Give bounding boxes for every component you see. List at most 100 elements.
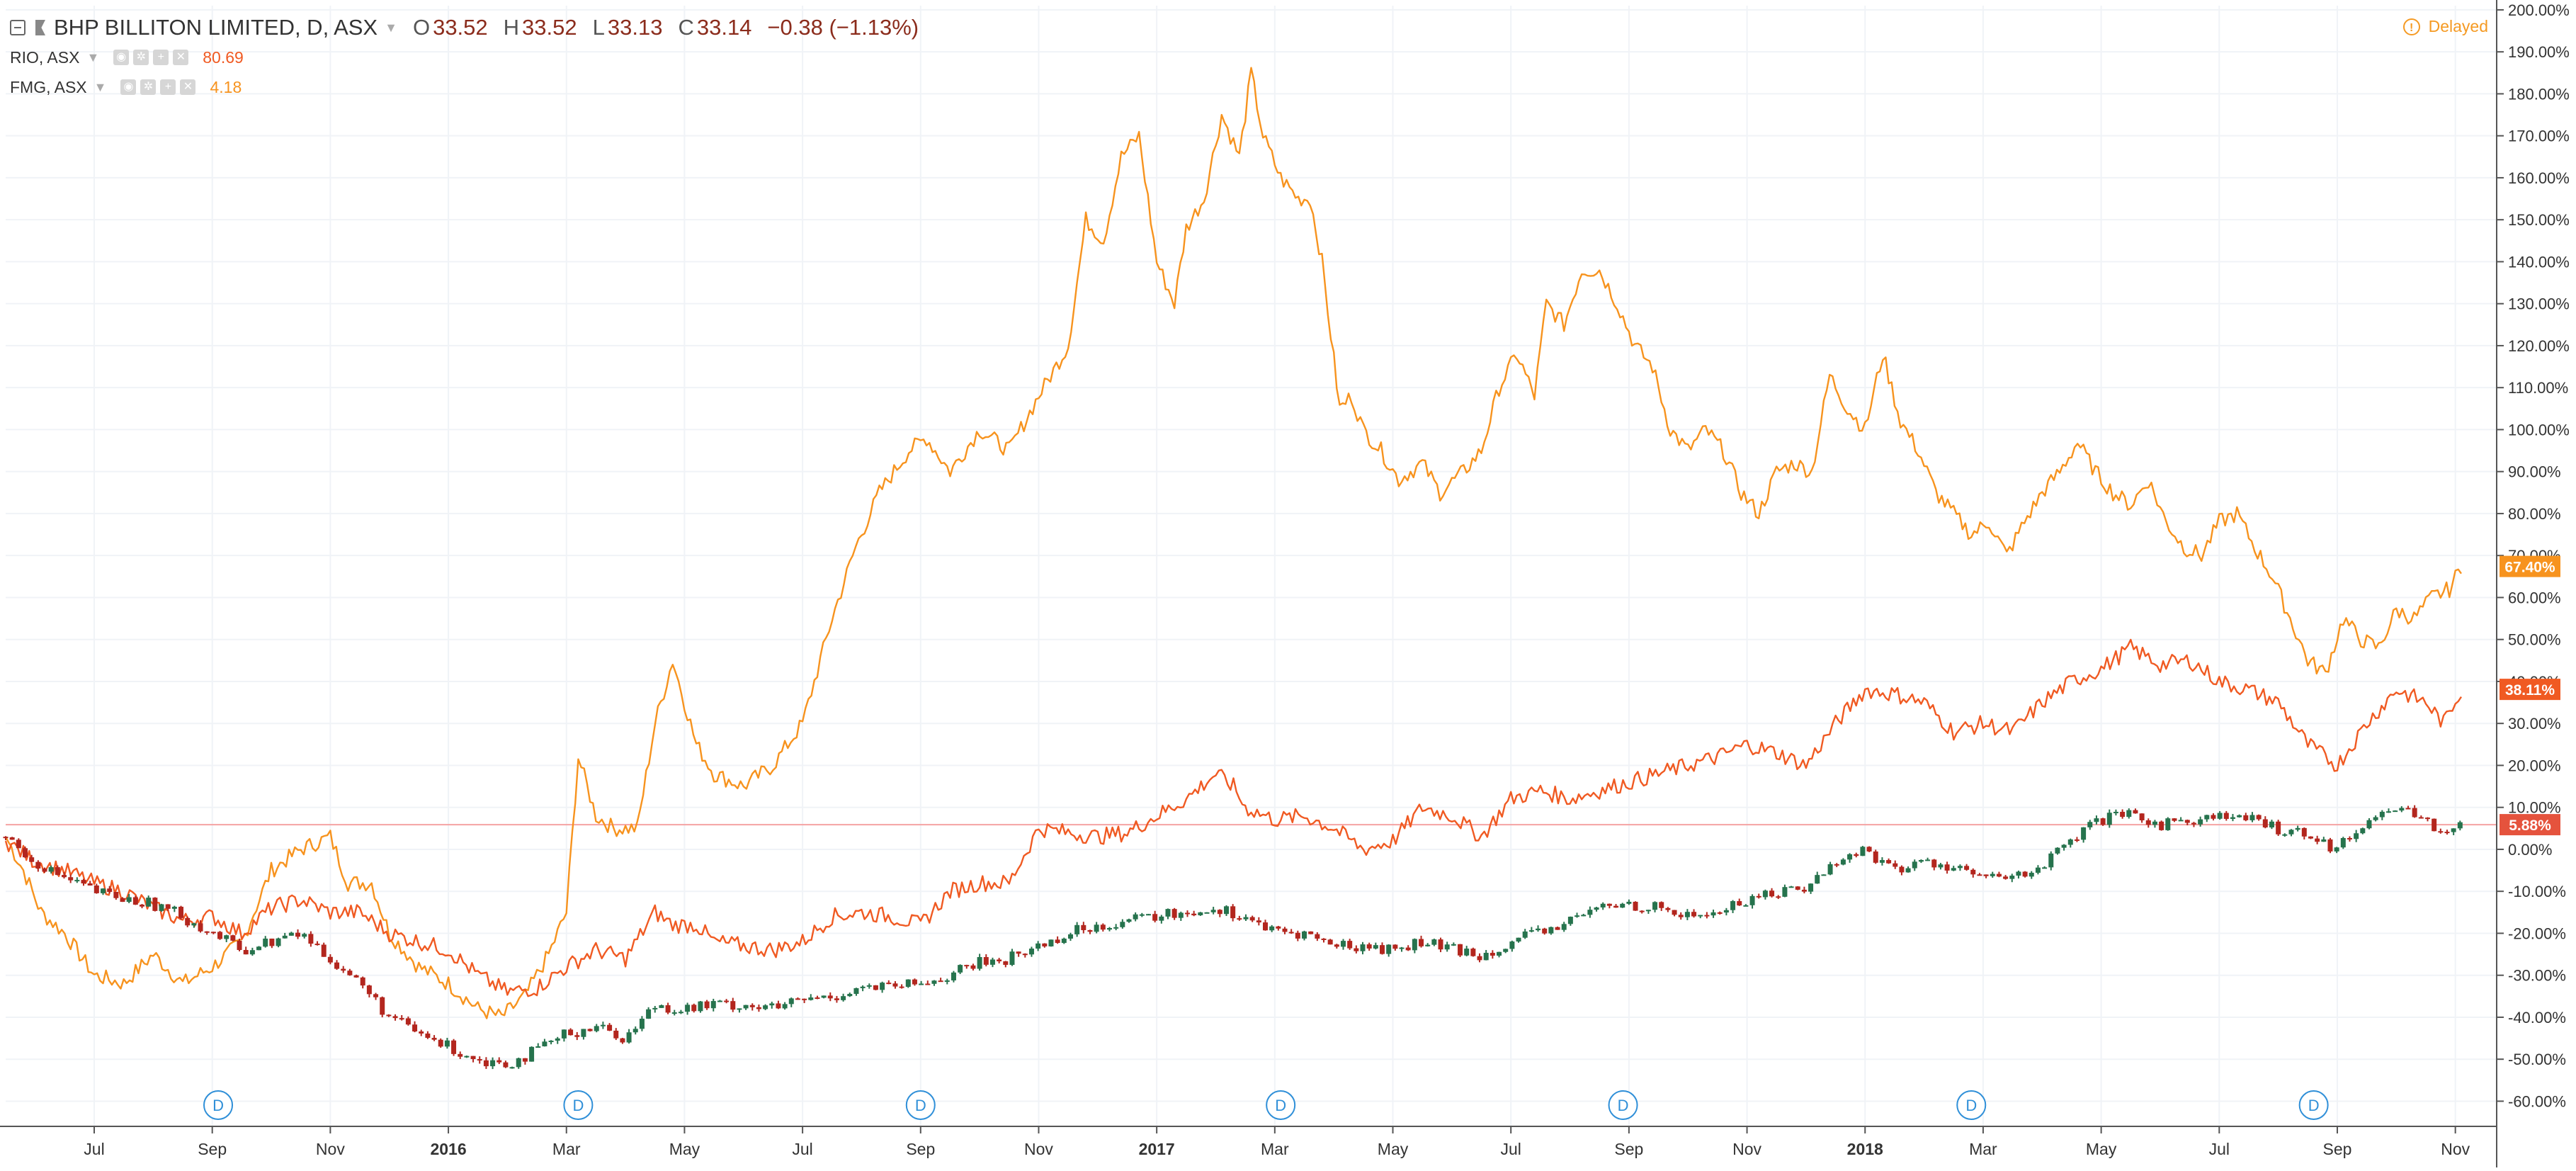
flag-icon[interactable] <box>35 20 45 35</box>
candle-body <box>568 1029 574 1036</box>
candle-body <box>2048 853 2054 868</box>
candle-body <box>1321 938 1327 940</box>
candle-body <box>815 997 820 1000</box>
chevron-down-icon[interactable]: ▼ <box>385 20 397 35</box>
close-icon[interactable]: ✕ <box>180 79 196 95</box>
candle-body <box>1964 866 1970 870</box>
x-tick-label: Sep <box>2323 1140 2352 1158</box>
candle-body <box>1327 939 1333 945</box>
dividend-marker[interactable]: D <box>563 1090 594 1120</box>
dividend-marker[interactable]: D <box>1956 1090 1987 1120</box>
candle-body <box>529 1046 535 1062</box>
candle-body <box>178 906 184 918</box>
candle-body <box>964 965 970 967</box>
x-tick-label: Nov <box>1024 1140 1053 1158</box>
candle-body <box>737 1008 742 1010</box>
candle-body <box>314 944 320 946</box>
chevron-down-icon[interactable]: ▼ <box>93 79 107 94</box>
y-tick-label: 30.00% <box>2508 715 2561 732</box>
x-tick-label: Nov <box>316 1140 345 1158</box>
candle-body <box>1120 922 1125 927</box>
candle-body <box>1470 949 1476 956</box>
candle-body <box>1217 910 1222 915</box>
candle-body <box>1827 864 1833 875</box>
dividend-marker-circle[interactable] <box>563 1090 594 1120</box>
dividend-marker-circle[interactable] <box>1956 1090 1987 1120</box>
add-icon[interactable]: + <box>153 50 169 65</box>
candle-body <box>1184 912 1190 915</box>
dividend-marker-circle[interactable] <box>905 1090 936 1120</box>
dividend-marker[interactable]: D <box>1608 1090 1638 1120</box>
x-tick-label: Sep <box>198 1140 227 1158</box>
delayed-status[interactable]: ! Delayed <box>2402 17 2488 36</box>
dividend-marker-circle[interactable] <box>203 1090 234 1120</box>
candle-body <box>1366 944 1372 949</box>
candle-body <box>1678 915 1684 917</box>
dividend-marker[interactable]: D <box>2298 1090 2329 1120</box>
settings-icon[interactable]: ✲ <box>140 79 157 95</box>
candle-body <box>1860 847 1866 856</box>
x-tick-label: Sep <box>906 1140 935 1158</box>
candle-body <box>1178 912 1184 918</box>
candle-body <box>1464 949 1470 956</box>
candle-body <box>717 1000 722 1002</box>
time-axis: Jul Sep Nov 2016 Mar May Jul Sep Nov 2017 Mar May Ju… <box>0 1126 2497 1158</box>
dividend-marker-label: D <box>915 1097 926 1114</box>
candle-body <box>2399 808 2405 811</box>
candle-body <box>107 888 113 893</box>
x-tick-label: May <box>669 1140 700 1158</box>
candle-body <box>847 993 853 997</box>
add-icon[interactable]: + <box>160 79 176 95</box>
candle-body <box>763 1005 768 1009</box>
collapse-legend-icon[interactable] <box>10 20 25 35</box>
candle-body <box>1295 932 1300 939</box>
eye-icon[interactable]: ◉ <box>120 79 137 95</box>
series-label[interactable]: RIO, ASX <box>10 47 80 67</box>
candle-body <box>912 979 917 985</box>
candle-body <box>522 1058 528 1062</box>
delayed-label: Delayed <box>2428 17 2488 35</box>
candle-body <box>1756 895 1761 898</box>
candle-body <box>1016 951 1021 954</box>
candle-body <box>2385 811 2391 813</box>
y-tick-label: 180.00% <box>2508 85 2570 103</box>
chevron-down-icon[interactable]: ▼ <box>86 50 100 64</box>
candle-body <box>1893 863 1898 867</box>
candle-body <box>1704 915 1710 917</box>
candle-body <box>1035 943 1041 949</box>
dividend-marker[interactable]: D <box>905 1090 936 1120</box>
dividend-marker-circle[interactable] <box>2298 1090 2329 1120</box>
candle-body <box>769 1003 775 1006</box>
close-icon[interactable]: ✕ <box>173 50 189 65</box>
eye-icon[interactable]: ◉ <box>113 50 130 65</box>
dividend-marker-circle[interactable] <box>1608 1090 1638 1120</box>
candle-body <box>321 944 327 957</box>
dividend-marker-circle[interactable] <box>1266 1090 1296 1120</box>
series-label[interactable]: FMG, ASX <box>10 77 87 96</box>
candle-body <box>140 905 145 907</box>
candle-body <box>542 1041 547 1047</box>
candle-body <box>9 837 15 840</box>
candle-body <box>230 935 236 941</box>
series-line <box>4 67 2462 1019</box>
x-tick-label: Jul <box>792 1140 812 1158</box>
candle-body <box>204 931 210 933</box>
dividend-marker[interactable]: D <box>203 1090 234 1120</box>
candle-body <box>2308 836 2313 839</box>
candle-body <box>74 880 80 882</box>
candle-body <box>263 938 268 947</box>
candle-body <box>2288 830 2294 835</box>
candle-body <box>919 983 924 985</box>
candle-body <box>2315 838 2320 842</box>
candle-body <box>1451 944 1456 946</box>
candle-body <box>2366 820 2372 829</box>
symbol-title[interactable]: BHP BILLITON LIMITED, D, ASX <box>54 15 378 40</box>
dividend-marker[interactable]: D <box>1266 1090 1296 1120</box>
candle-body <box>1490 953 1495 956</box>
candle-body <box>1899 866 1905 873</box>
y-tick-label: 20.00% <box>2508 757 2561 774</box>
settings-icon[interactable]: ✲ <box>133 50 149 65</box>
candle-body <box>2451 828 2456 832</box>
